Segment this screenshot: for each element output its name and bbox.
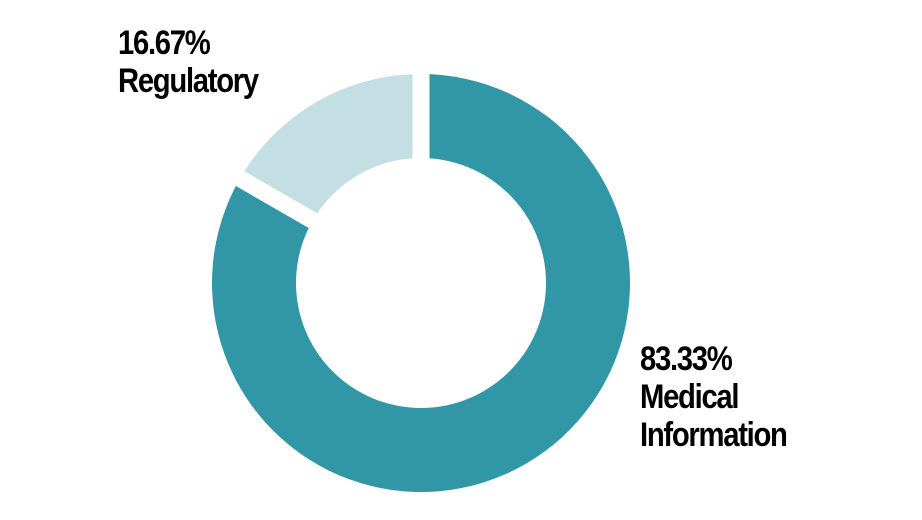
medical-information-name-line-1: Medical — [640, 378, 740, 416]
donut-slice-1 — [239, 74, 421, 221]
donut-slice-0 — [212, 74, 630, 493]
medical-information-name-line-2: Information — [640, 416, 788, 454]
medical-information-slice-label: 83.33% Medical Information — [640, 340, 788, 454]
medical-information-value-label: 83.33% — [640, 340, 733, 378]
regulatory-slice-label: 16.67% Regulatory — [118, 24, 259, 100]
regulatory-name-label: Regulatory — [118, 62, 259, 100]
slice-separator-1 — [232, 169, 321, 230]
regulatory-value-label: 16.67% — [118, 24, 211, 62]
